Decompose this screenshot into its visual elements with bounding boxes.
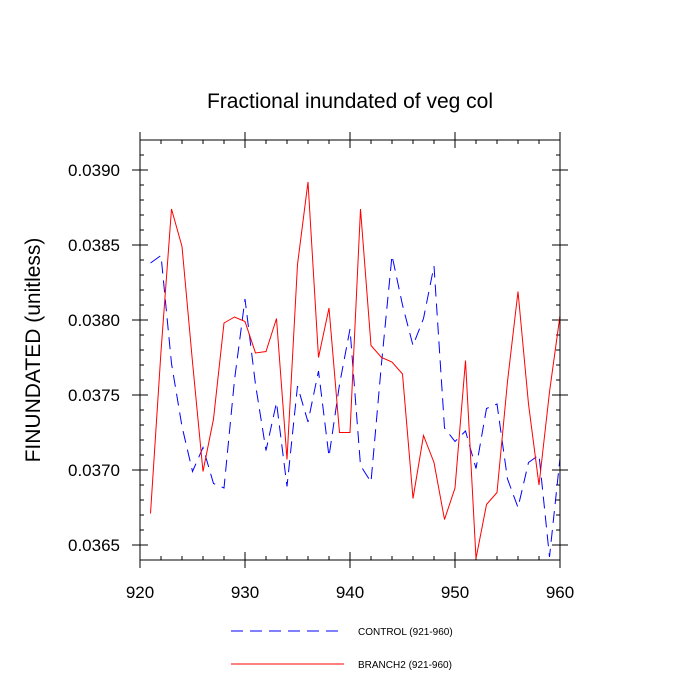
y-tick-label: 0.0375 bbox=[68, 386, 120, 405]
x-tick-label: 930 bbox=[231, 583, 259, 602]
series-line-control bbox=[150, 254, 561, 558]
chart-title: Fractional inundated of veg col bbox=[207, 90, 493, 113]
y-tick-label: 0.0380 bbox=[68, 311, 120, 330]
series-lines bbox=[150, 181, 561, 559]
x-tick-label: 940 bbox=[336, 583, 364, 602]
y-tick-label: 0.0365 bbox=[68, 536, 120, 555]
y-tick-label: 0.0385 bbox=[68, 236, 120, 255]
axis-tick-labels: 920 930 940 950 960 0.0365 0.0370 0.0375 0.0380 0… bbox=[68, 161, 574, 602]
x-tick-label: 960 bbox=[546, 583, 574, 602]
y-tick-label: 0.0370 bbox=[68, 461, 120, 480]
axis-ticks bbox=[132, 132, 568, 568]
legend-label: CONTROL (921-960) bbox=[358, 627, 453, 638]
legend-label: BRANCH2 (921-960) bbox=[358, 660, 452, 671]
y-axis-label: FINUNDATED (unitless) bbox=[22, 238, 45, 463]
plot-frame bbox=[139, 139, 561, 561]
y-tick-label: 0.0390 bbox=[68, 161, 120, 180]
x-tick-label: 950 bbox=[441, 583, 469, 602]
x-tick-label: 920 bbox=[126, 583, 154, 602]
series-line-branch2 bbox=[150, 181, 561, 559]
legend: CONTROL (921-960) BRANCH2 (921-960) bbox=[231, 627, 453, 671]
